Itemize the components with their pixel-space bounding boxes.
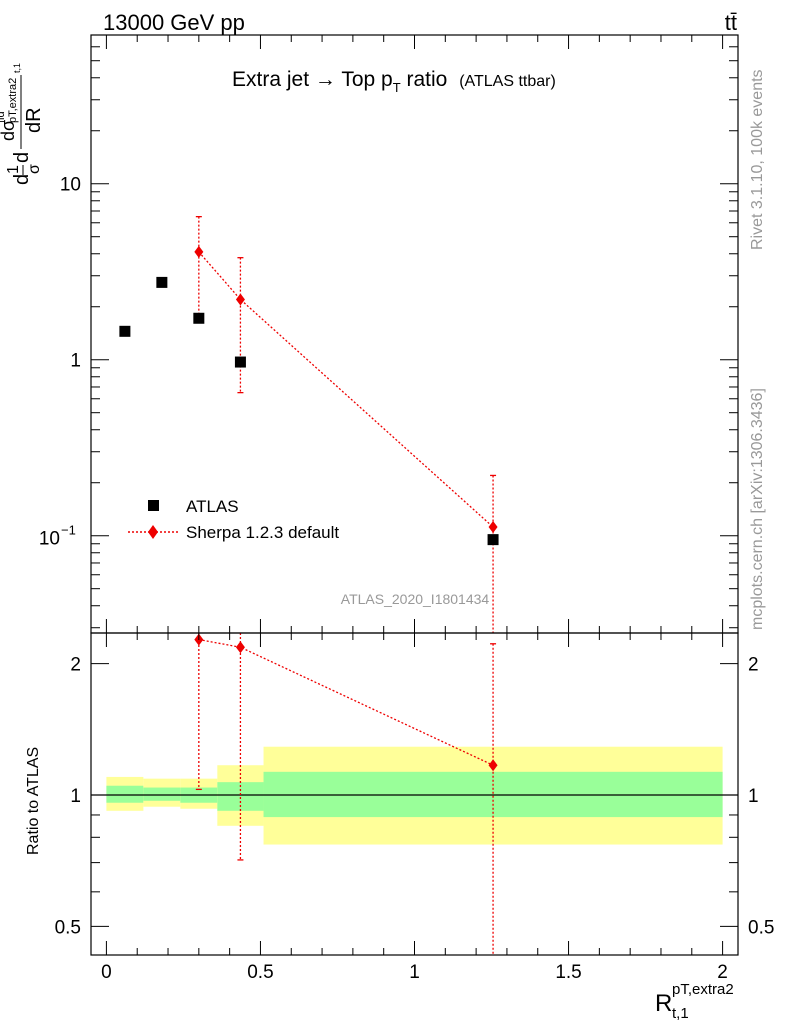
svg-text:t,1: t,1	[12, 63, 22, 73]
title-sub-t: T	[393, 80, 401, 95]
title-main: Extra jet → Top p	[232, 68, 393, 91]
energy-label: 13000 GeV pp	[103, 10, 245, 35]
legend-marker-atlas	[148, 500, 159, 511]
upper-panel-frame	[90, 34, 739, 634]
xtick-label: 2	[717, 962, 728, 983]
analysis-watermark: ATLAS_2020_I1801434	[341, 591, 490, 607]
svg-text:d: d	[11, 174, 33, 185]
atlas-data-point	[193, 312, 205, 324]
lower-ylabel: Ratio to ATLAS	[25, 747, 42, 855]
lower-ytick-label-right: 0.5	[748, 917, 774, 938]
lower-ytick-label-left: 1	[70, 786, 81, 807]
lower-ytick-label-left: 2	[70, 655, 81, 676]
ratio-point	[235, 641, 245, 654]
ratio-point	[488, 759, 498, 772]
x-axis-label: R pT,extra2 t,1	[655, 981, 734, 1022]
svg-text:dR: dR	[23, 107, 45, 133]
lower-ytick-label-left: 0.5	[55, 917, 81, 938]
upper-ylabel: d 1 σ d dσ fid pT,extra2 t,1 dR	[0, 63, 45, 185]
process-label: tt̄	[725, 10, 737, 35]
sherpa-point	[488, 521, 498, 534]
lower-ytick-label-right: 1	[748, 786, 759, 807]
title-tail: ratio	[401, 68, 448, 91]
atlas-data-point	[487, 534, 499, 546]
svg-text:d: d	[11, 152, 33, 163]
sherpa-line	[198, 251, 494, 528]
xlabel-sup: pT,extra2	[672, 981, 734, 998]
legend-label-atlas: ATLAS	[186, 497, 239, 516]
svg-text:dσ: dσ	[0, 120, 18, 141]
atlas-data-point	[234, 356, 246, 368]
uncertainty-band-inner	[143, 787, 181, 801]
atlas-data-point	[156, 276, 168, 288]
upper-ytick-label: 10	[60, 175, 81, 196]
upper-ytick-labels: 10 1 10 −1	[39, 175, 81, 550]
legend-marker-sherpa	[148, 525, 158, 539]
mcplots-label: mcplots.cern.ch [arXiv:1306.3436]	[749, 388, 766, 630]
upper-ytick-label: 1	[70, 351, 81, 372]
sherpa-point	[235, 293, 245, 306]
svg-text:1: 1	[5, 165, 22, 174]
atlas-data-point	[119, 325, 131, 337]
sherpa-point	[194, 245, 204, 258]
xlabel-sub: t,1	[672, 1005, 689, 1022]
upper-ytick-label: 10	[39, 529, 60, 550]
xtick-label: 1	[409, 962, 420, 983]
plot-title: Extra jet → Top pT ratio (ATLAS ttbar)	[232, 68, 556, 95]
lower-ytick-labels: 2 1 0.5 2 1 0.5	[55, 655, 775, 939]
upper-panel-axes	[91, 34, 738, 633]
svg-text:fid: fid	[0, 111, 7, 123]
legend-label-sherpa: Sherpa 1.2.3 default	[186, 523, 339, 542]
upper-ytick-exponent: −1	[61, 523, 76, 538]
lower-ytick-label-right: 2	[748, 655, 759, 676]
xtick-label: 0.5	[247, 962, 273, 983]
xtick-label: 0	[101, 962, 112, 983]
lower-panel-content	[91, 633, 738, 955]
rivet-label: Rivet 3.1.10, 100k events	[749, 69, 766, 250]
xlabel-main: R	[655, 990, 672, 1017]
xtick-label: 1.5	[555, 962, 581, 983]
svg-text:σ: σ	[26, 164, 43, 174]
xtick-labels: 0 0.5 1 1.5 2	[101, 962, 728, 983]
title-small: (ATLAS ttbar)	[459, 73, 556, 90]
upper-panel-content	[119, 216, 499, 633]
ratio-line	[198, 638, 494, 766]
uncertainty-band-inner	[106, 785, 144, 803]
lower-panel-axes	[91, 633, 738, 955]
svg-text:pT,extra2: pT,extra2	[7, 78, 19, 123]
legend: ATLAS Sherpa 1.2.3 default	[128, 497, 339, 542]
